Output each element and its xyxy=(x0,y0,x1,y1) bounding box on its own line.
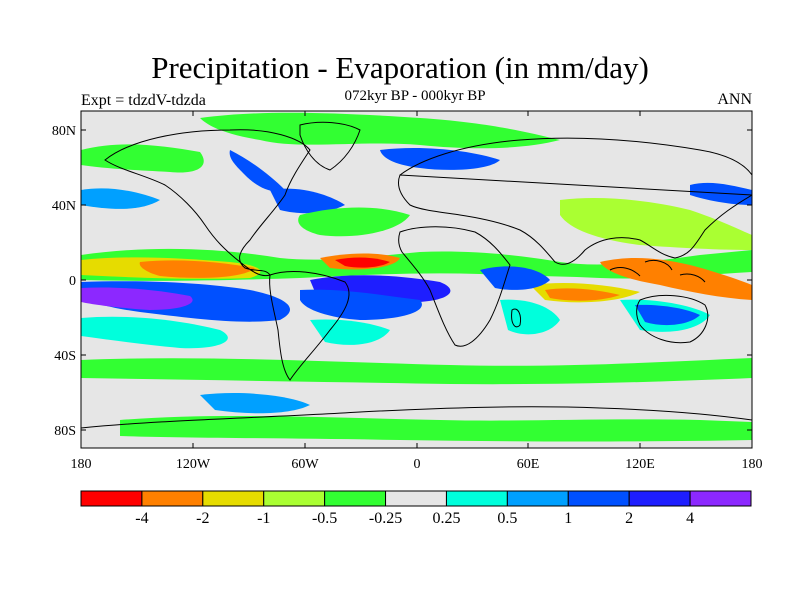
colorbar-swatch xyxy=(385,490,447,507)
field-satlantic-blue xyxy=(300,289,422,320)
colorbar-label: 0.5 xyxy=(497,510,517,527)
field-satlantic-cyan xyxy=(310,319,390,345)
coast-greenland xyxy=(299,121,361,171)
y-tick-label: 0 xyxy=(69,274,76,289)
colorbar-label: -2 xyxy=(196,510,209,527)
colorbar-label: -1 xyxy=(257,510,270,527)
field-indian-ocean-orange xyxy=(545,288,620,301)
field-madagascar-cyan xyxy=(500,299,560,335)
field-arctic-green xyxy=(200,112,560,149)
coast-antarctica xyxy=(81,406,752,429)
field-asia-green xyxy=(560,198,752,250)
colorbar-label: -0.5 xyxy=(312,510,337,527)
field-southern-ocean-green xyxy=(81,358,752,385)
map-field xyxy=(81,111,752,448)
field-itcz-orange xyxy=(139,260,255,278)
field-indian-blue xyxy=(480,266,550,290)
colorbar-swatch xyxy=(567,490,630,507)
experiment-label: Expt = tdzdV-tdzda xyxy=(81,92,206,109)
axis-ticks xyxy=(80,111,753,448)
field-eurasia-blue xyxy=(380,148,500,170)
x-tick-label: 60E xyxy=(517,457,540,472)
x-tick-label: 180 xyxy=(71,457,92,472)
colorbar-labels: -4 -2 -1 -0.5 -0.25 0.25 0.5 1 2 4 xyxy=(135,510,694,527)
x-tick-labels: 180 120W 60W 0 60E 120E 180 xyxy=(71,457,763,472)
field-nh-green-mid xyxy=(298,207,410,237)
chart-subtitle: 072kyr BP - 000kyr BP xyxy=(344,88,486,104)
y-tick-label: 80S xyxy=(54,424,76,439)
field-australia-blue xyxy=(635,304,700,326)
colorbar-swatch xyxy=(324,490,387,507)
coast-australia xyxy=(636,295,709,344)
x-tick-label: 120E xyxy=(625,457,655,472)
colorbar-label: 4 xyxy=(686,510,694,527)
x-tick-label: 60W xyxy=(291,457,319,472)
colorbar-swatch xyxy=(202,490,265,507)
colorbar-swatch xyxy=(689,490,752,507)
x-tick-label: 0 xyxy=(414,457,421,472)
colorbar-label: 1 xyxy=(564,510,572,527)
colorbar-swatch xyxy=(263,490,326,507)
field-nwpac-blue xyxy=(690,182,752,205)
y-tick-label: 40N xyxy=(52,199,76,214)
y-tick-labels: 80N 40N 0 40S 80S xyxy=(52,124,76,439)
coast-madagascar xyxy=(511,308,521,328)
x-tick-label: 180 xyxy=(742,457,763,472)
coastlines xyxy=(81,121,752,429)
colorbar xyxy=(80,490,752,507)
field-nh-northpac-green xyxy=(81,144,204,173)
coast-south-america xyxy=(269,270,350,381)
chart-title: Precipitation - Evaporation (in mm/day) xyxy=(151,50,649,85)
colorbar-swatch xyxy=(445,490,508,507)
field-southern-ocean-blue xyxy=(200,393,310,414)
colorbar-label: -4 xyxy=(135,510,148,527)
y-tick-label: 80N xyxy=(52,124,76,139)
field-warm-pool-orange xyxy=(600,258,752,300)
colorbar-label: 0.25 xyxy=(432,510,460,527)
coast-maritime-continent xyxy=(609,259,706,283)
field-sh-pacific-purple xyxy=(81,287,193,310)
field-sh-pacific-cyan xyxy=(81,316,228,349)
colorbar-swatch xyxy=(80,490,143,507)
season-label: ANN xyxy=(717,91,752,108)
field-atlantic-red xyxy=(335,257,390,268)
field-atlantic-blue xyxy=(270,188,345,214)
x-tick-label: 120W xyxy=(176,457,211,472)
field-nh-blue-band xyxy=(81,188,160,209)
field-antarctic-green xyxy=(120,415,752,442)
colorbar-label: -0.25 xyxy=(369,510,402,527)
coast-africa xyxy=(398,226,511,347)
y-tick-label: 40S xyxy=(54,349,76,364)
colorbar-swatch xyxy=(506,490,569,507)
colorbar-label: 2 xyxy=(625,510,633,527)
coast-eurasia xyxy=(397,137,752,265)
coast-north-america xyxy=(104,129,311,277)
colorbar-swatch xyxy=(628,490,691,507)
field-arctic-blue xyxy=(229,150,285,192)
colorbar-swatch xyxy=(141,490,204,507)
